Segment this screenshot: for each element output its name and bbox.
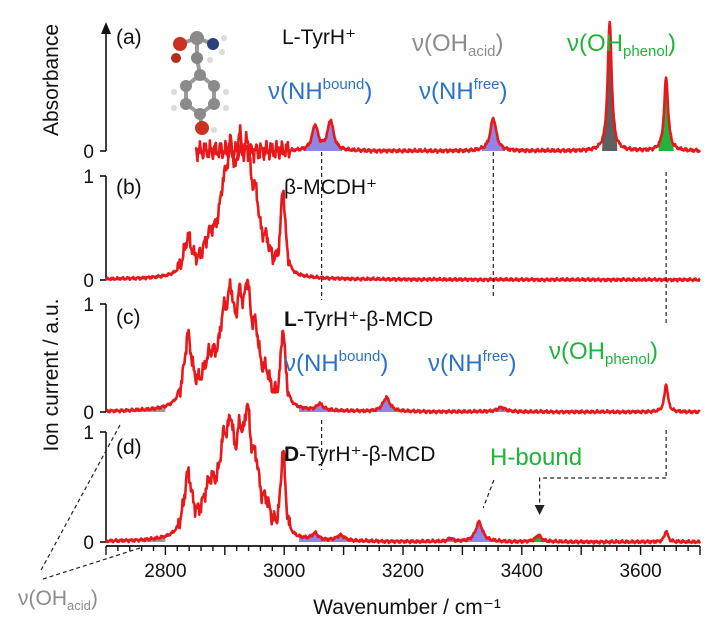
panel-b-label: (b) <box>116 176 142 199</box>
y-tick-label-c-1: 1 <box>83 295 94 316</box>
spectrum-trace-b <box>104 124 701 283</box>
panel-b: 01 <box>83 124 701 292</box>
y-tick-label-a-0: 0 <box>83 142 94 163</box>
panel-a: 0 <box>83 20 702 164</box>
panel-d-title: D-TyrH⁺-β-MCD <box>284 443 435 466</box>
x-axis-label: Wavenumber / cm⁻¹ <box>313 596 501 619</box>
blue-fill-c <box>299 396 549 412</box>
y-tick-label-d-1: 1 <box>83 423 94 444</box>
y-axis-label-ion-current: Ion current / a.u. <box>40 299 63 452</box>
panel-c-label: (c) <box>116 306 141 329</box>
panel-c: 01 <box>83 278 701 424</box>
annot-a-oh-acid: ν(OHacid) <box>412 30 504 60</box>
y-tick-label-b-1: 1 <box>83 167 94 188</box>
generated-layer: 2800 3000 3200 3400 3600 <box>39 152 701 582</box>
spectrum-trace-a <box>194 20 702 164</box>
spectrum-trace-c <box>105 278 701 415</box>
annot-a-oh-phenol: ν(OHphenol) <box>567 30 676 60</box>
h-bound-bracket <box>539 477 667 507</box>
panel-a-label: (a) <box>116 26 142 49</box>
x-tick-label-3400: 3400 <box>501 561 543 582</box>
h-bound-arrow-icon <box>534 505 545 515</box>
extra-label-oh-acid: ν(OHacid) <box>18 587 98 613</box>
annot-a-nh-bound: ν(NHbound) <box>268 76 372 105</box>
annot-c-nh-free: ν(NHfree) <box>428 348 517 377</box>
x-tick-label-3000: 3000 <box>263 561 305 582</box>
annot-c-nh-bound: ν(NHbound) <box>284 348 388 377</box>
panel-a-title: L-TyrH⁺ <box>282 26 356 49</box>
y-axis-arrow-icon <box>101 22 111 34</box>
annot-d-h-bound: H-bound <box>490 444 582 471</box>
annot-a-nh-free: ν(NHfree) <box>419 76 508 105</box>
y-axis-label-absorbance: Absorbance <box>40 24 63 136</box>
y-tick-label-d-0: 0 <box>83 533 94 554</box>
x-tick-label-3200: 3200 <box>382 561 424 582</box>
panel-d: 01 <box>83 402 702 554</box>
dashed-acid-line-2 <box>39 547 141 581</box>
x-tick-label-2800: 2800 <box>144 561 186 582</box>
dashed-pointer-d-nh <box>482 479 495 509</box>
tyrosine-ball-and-stick-model-icon <box>171 31 229 135</box>
spectrum-trace-d <box>105 402 702 545</box>
y-tick-label-b-0: 0 <box>83 271 94 292</box>
y-tick-label-c-0: 0 <box>83 403 94 424</box>
panel-b-title: β-MCDH⁺ <box>284 176 377 199</box>
panel-c-title: L-TyrH⁺-β-MCD <box>284 308 433 331</box>
panel-d-label: (d) <box>116 436 142 459</box>
annot-c-oh-phenol: ν(OHphenol) <box>549 338 658 368</box>
x-tick-label-3600: 3600 <box>619 561 661 582</box>
